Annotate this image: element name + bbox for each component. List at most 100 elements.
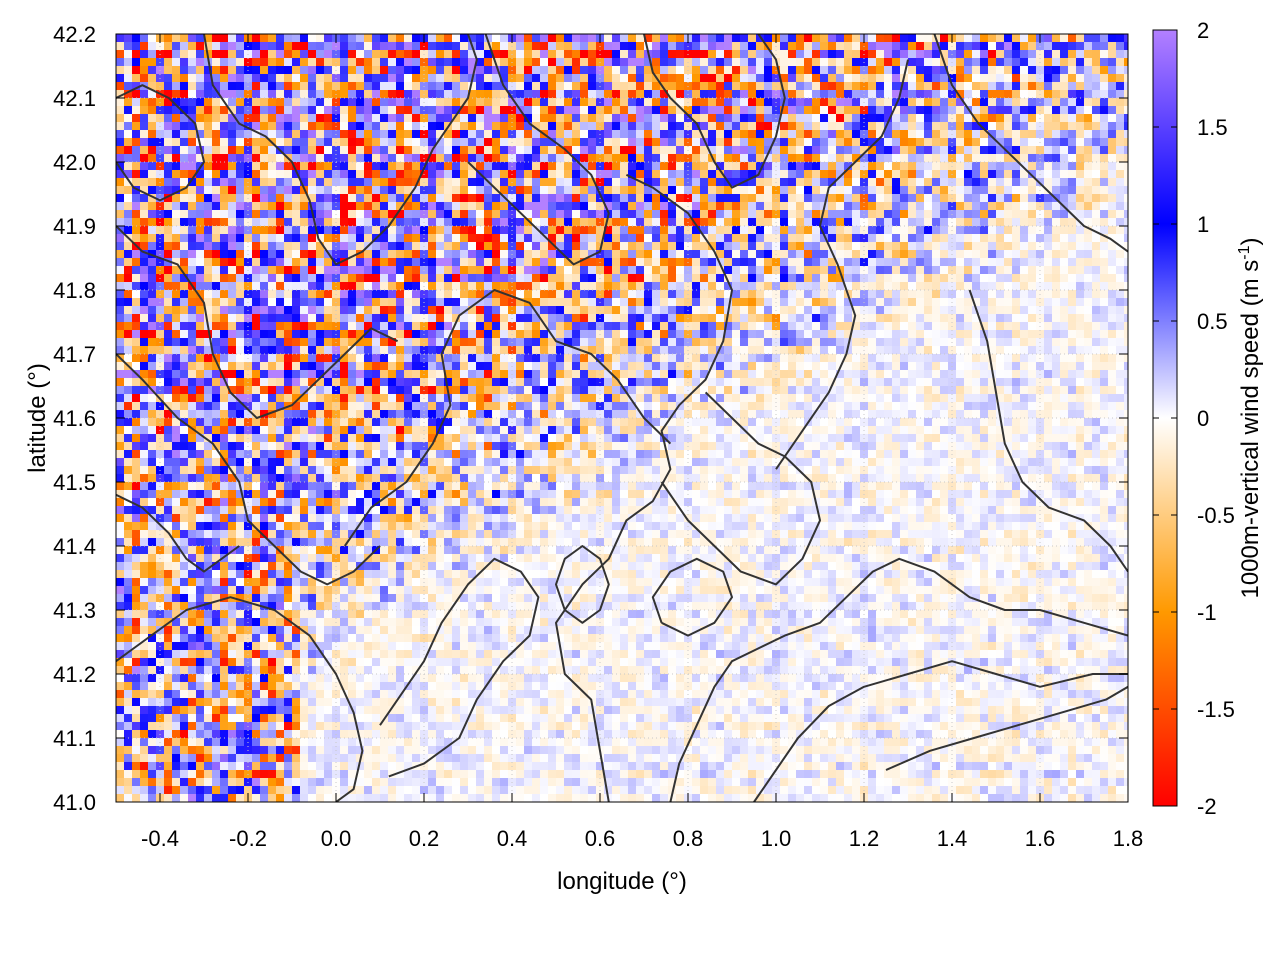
heatmap-cell <box>980 42 988 50</box>
heatmap-cell <box>452 194 460 202</box>
heatmap-cell <box>564 98 572 106</box>
heatmap-cell <box>892 338 900 346</box>
heatmap-cell <box>188 114 196 122</box>
heatmap-cell <box>1124 162 1128 170</box>
heatmap-cell <box>884 162 892 170</box>
heatmap-cell <box>292 82 300 90</box>
heatmap-cell <box>1092 226 1100 234</box>
heatmap-cell <box>172 162 180 170</box>
heatmap-cell <box>180 82 188 90</box>
heatmap-cell <box>260 74 268 82</box>
heatmap-cell <box>940 74 948 82</box>
heatmap-cell <box>756 250 764 258</box>
heatmap-cell <box>916 282 924 290</box>
heatmap-cell <box>172 90 180 98</box>
heatmap-cell <box>908 242 916 250</box>
heatmap-cell <box>180 258 188 266</box>
heatmap-cell <box>428 266 436 274</box>
heatmap-cell <box>172 138 180 146</box>
heatmap-cell <box>412 210 420 218</box>
heatmap-cell <box>844 58 852 66</box>
heatmap-cell <box>820 218 828 226</box>
heatmap-cell <box>1068 34 1076 42</box>
heatmap-cell <box>908 290 916 298</box>
heatmap-cell <box>172 58 180 66</box>
heatmap-cell <box>188 74 196 82</box>
heatmap-cell <box>924 314 932 322</box>
heatmap-cell <box>1068 322 1076 330</box>
heatmap-cell <box>260 338 268 346</box>
heatmap-cell <box>1108 322 1116 330</box>
heatmap-cell <box>364 106 372 114</box>
heatmap-cell <box>212 146 220 154</box>
heatmap-cell <box>1116 210 1124 218</box>
heatmap-cell <box>124 130 132 138</box>
heatmap-cell <box>988 202 996 210</box>
heatmap-cell <box>468 210 476 218</box>
heatmap-cell <box>636 106 644 114</box>
heatmap-cell <box>324 138 332 146</box>
heatmap-cell <box>460 42 468 50</box>
heatmap-cell <box>124 218 132 226</box>
heatmap-cell <box>876 186 884 194</box>
heatmap-cell <box>1084 250 1092 258</box>
heatmap-cell <box>116 34 124 42</box>
heatmap-cell <box>180 290 188 298</box>
heatmap-cell <box>268 218 276 226</box>
heatmap-cell <box>484 106 492 114</box>
heatmap-cell <box>668 146 676 154</box>
heatmap-cell <box>188 178 196 186</box>
heatmap-cell <box>396 298 404 306</box>
heatmap-cell <box>236 250 244 258</box>
heatmap-cell <box>116 322 124 330</box>
heatmap-cell <box>788 50 796 58</box>
heatmap-cell <box>652 130 660 138</box>
heatmap-cell <box>652 210 660 218</box>
heatmap-cell <box>340 130 348 138</box>
heatmap-cell <box>188 266 196 274</box>
heatmap-cell <box>796 74 804 82</box>
heatmap-cell <box>676 330 684 338</box>
heatmap-cell <box>1012 170 1020 178</box>
heatmap-cell <box>660 266 668 274</box>
heatmap-cell <box>300 250 308 258</box>
heatmap-cell <box>132 34 140 42</box>
heatmap-cell <box>740 226 748 234</box>
heatmap-cell <box>204 338 212 346</box>
heatmap-cell <box>444 186 452 194</box>
heatmap-cell <box>532 178 540 186</box>
heatmap-cell <box>260 346 268 354</box>
heatmap-cell <box>652 242 660 250</box>
heatmap-cell <box>916 122 924 130</box>
heatmap-cell <box>764 266 772 274</box>
heatmap-cell <box>396 330 404 338</box>
heatmap-cell <box>116 42 124 50</box>
heatmap-cell <box>1076 58 1084 66</box>
heatmap-cell <box>444 234 452 242</box>
heatmap-cell <box>164 290 172 298</box>
heatmap-cell <box>788 82 796 90</box>
heatmap-cell <box>1068 274 1076 282</box>
heatmap-cell <box>188 218 196 226</box>
heatmap-cell <box>548 90 556 98</box>
heatmap-cell <box>396 202 404 210</box>
heatmap-cell <box>724 186 732 194</box>
heatmap-cell <box>548 274 556 282</box>
heatmap-cell <box>612 282 620 290</box>
heatmap-cell <box>732 274 740 282</box>
heatmap-cell <box>476 186 484 194</box>
heatmap-cell <box>124 122 132 130</box>
heatmap-cell <box>980 338 988 346</box>
heatmap-cell <box>1028 162 1036 170</box>
heatmap-cell <box>708 178 716 186</box>
heatmap-cell <box>172 226 180 234</box>
heatmap-cell <box>524 90 532 98</box>
heatmap-cell <box>356 178 364 186</box>
heatmap-cell <box>868 154 876 162</box>
heatmap-cell <box>740 170 748 178</box>
heatmap-cell <box>652 314 660 322</box>
heatmap-cell <box>500 98 508 106</box>
heatmap-cell <box>780 178 788 186</box>
heatmap-cell <box>716 58 724 66</box>
heatmap-cell <box>404 322 412 330</box>
